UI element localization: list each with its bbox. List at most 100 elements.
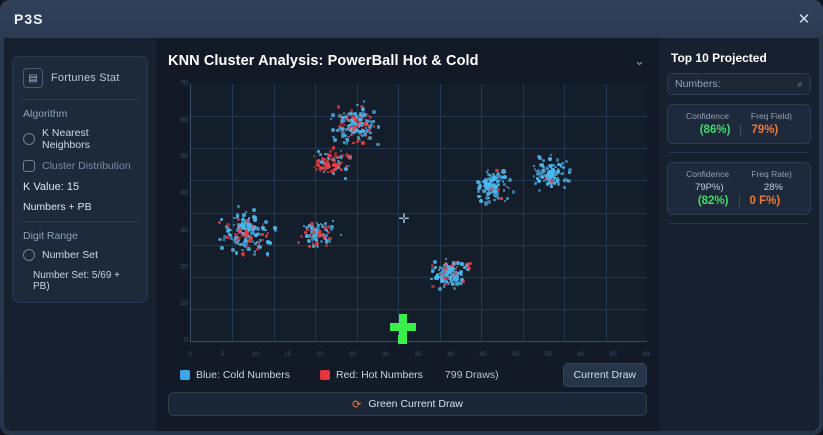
data-point xyxy=(241,213,246,218)
chevron-down-icon[interactable]: ⌄ xyxy=(634,53,645,68)
main-panel: KNN Cluster Analysis: PowerBall Hot & Co… xyxy=(156,38,659,431)
data-point xyxy=(440,274,444,278)
current-draw-marker-icon[interactable] xyxy=(390,313,417,340)
data-point xyxy=(244,245,248,249)
data-point xyxy=(234,251,238,255)
confidence-label: Confidence xyxy=(686,169,730,179)
data-point xyxy=(333,155,337,159)
current-draw-button[interactable]: Current Draw xyxy=(562,363,647,387)
data-point xyxy=(511,190,516,194)
data-point xyxy=(345,128,349,132)
data-point xyxy=(538,156,543,161)
x-axis-tick-label: 50 xyxy=(512,351,520,358)
data-point xyxy=(449,279,453,284)
prediction-card[interactable]: Confidence Freq Rate) 79P%) 28% (82%) 0 … xyxy=(667,162,811,215)
data-point xyxy=(551,168,556,173)
data-point xyxy=(348,156,352,160)
numbers-pb-text: Numbers + PB xyxy=(23,201,92,213)
x-axis-tick-label: 65 xyxy=(609,351,618,358)
data-point xyxy=(452,260,456,264)
data-point xyxy=(478,180,482,184)
scatter-plot[interactable]: ✛ xyxy=(190,84,647,342)
data-point xyxy=(246,221,250,225)
green-current-draw-bar[interactable]: ⟳ Green Current Draw xyxy=(168,392,647,416)
data-point xyxy=(352,120,356,124)
data-point xyxy=(322,235,327,240)
sidebar-item-cluster-distribution[interactable]: Cluster Distribution xyxy=(23,160,139,172)
data-point xyxy=(491,190,495,194)
number-set-detail: Number Set: 5/69 + PB) xyxy=(33,270,120,292)
data-point xyxy=(310,235,313,238)
data-point xyxy=(349,125,353,129)
right-panel: Top 10 Projected Numbers: ⌕ Confidence F… xyxy=(659,38,819,431)
data-point xyxy=(312,231,316,235)
data-point xyxy=(324,166,328,169)
data-point xyxy=(468,261,472,265)
data-point xyxy=(255,233,259,237)
chart-legend: Blue: Cold Numbers Red: Hot Numbers 799 … xyxy=(156,360,659,387)
data-point xyxy=(343,123,346,127)
data-point xyxy=(321,224,325,228)
y-axis-tick-label: 50 xyxy=(180,153,188,161)
confidence-value: (86%) xyxy=(699,124,731,136)
data-point xyxy=(312,226,315,229)
data-point xyxy=(373,125,376,128)
legend-label-cold: Blue: Cold Numbers xyxy=(196,369,290,381)
refresh-icon: ⟳ xyxy=(352,398,362,411)
data-point xyxy=(332,159,335,163)
data-point xyxy=(338,162,341,165)
data-point xyxy=(326,165,330,169)
grid-line-horizontal xyxy=(191,244,647,246)
data-point xyxy=(375,142,380,147)
data-point xyxy=(266,231,270,235)
data-point xyxy=(249,236,254,240)
data-point xyxy=(219,218,223,222)
data-point xyxy=(335,163,338,167)
sidebar-item-number-set[interactable]: Number Set xyxy=(23,249,139,261)
data-point xyxy=(487,172,491,176)
prediction-card[interactable]: Confidence Freq Field) (86%) 79%) xyxy=(667,104,811,144)
data-point xyxy=(501,180,505,184)
data-point xyxy=(344,138,347,141)
sidebar-item-knn[interactable]: K Nearest Neighbors xyxy=(23,127,139,151)
data-point xyxy=(452,277,455,280)
data-point xyxy=(217,237,222,242)
data-point xyxy=(493,189,498,194)
data-point xyxy=(443,262,448,267)
prediction-card-mid: 79P%) 28% xyxy=(675,182,803,193)
data-point xyxy=(329,227,333,231)
search-icon[interactable]: ⌕ xyxy=(797,78,803,90)
data-point xyxy=(567,167,572,173)
data-point xyxy=(344,134,348,137)
data-point xyxy=(256,244,260,248)
data-point xyxy=(454,272,457,275)
prediction-card-labels: Confidence Freq Field) xyxy=(675,111,803,121)
data-point xyxy=(554,175,557,178)
data-point xyxy=(247,227,252,232)
data-point xyxy=(503,183,507,186)
clock-icon xyxy=(23,133,35,145)
data-point xyxy=(455,266,458,269)
data-point xyxy=(313,245,317,249)
app-brand: P3S xyxy=(14,11,44,27)
data-point xyxy=(247,222,252,227)
sidebar-card-title: Fortunes Stat xyxy=(51,72,120,84)
data-point xyxy=(320,233,324,237)
data-point xyxy=(496,173,501,178)
data-point xyxy=(308,224,312,228)
data-point xyxy=(352,111,357,116)
data-point xyxy=(354,125,358,129)
close-icon[interactable]: ✕ xyxy=(797,11,811,28)
data-point xyxy=(548,169,551,173)
data-point xyxy=(452,262,457,267)
data-point xyxy=(253,249,257,253)
data-point xyxy=(234,232,239,237)
data-point xyxy=(444,274,449,278)
data-point xyxy=(360,113,364,118)
data-point xyxy=(237,218,240,221)
search-input[interactable]: Numbers: ⌕ xyxy=(667,73,811,95)
data-point xyxy=(493,192,497,197)
data-point xyxy=(339,118,344,123)
grid-line-horizontal xyxy=(191,148,647,150)
data-point xyxy=(459,281,463,286)
